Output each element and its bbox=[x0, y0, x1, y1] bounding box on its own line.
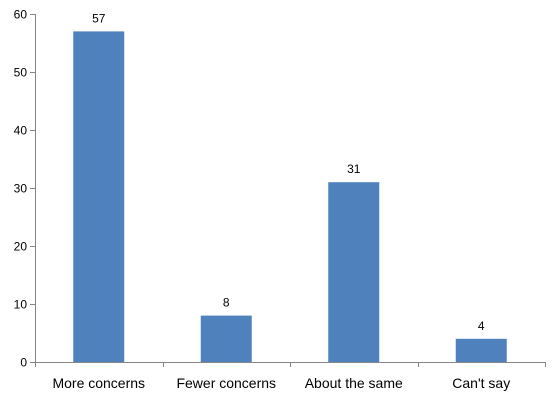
data-label: 8 bbox=[223, 296, 230, 310]
y-tick-label: 30 bbox=[14, 182, 28, 196]
data-label: 57 bbox=[92, 11, 106, 25]
x-tick-label: More concerns bbox=[52, 375, 145, 391]
bars bbox=[73, 31, 507, 363]
bar bbox=[73, 31, 125, 363]
x-tick-label: Fewer concerns bbox=[176, 375, 276, 391]
x-tick-label: Can't say bbox=[452, 375, 510, 391]
y-tick-label: 60 bbox=[14, 8, 28, 22]
x-tick-label: About the same bbox=[305, 375, 403, 391]
bar bbox=[328, 182, 380, 362]
axes bbox=[30, 14, 546, 367]
bar bbox=[200, 315, 252, 362]
y-tick-label: 0 bbox=[20, 356, 27, 370]
data-label: 31 bbox=[347, 162, 361, 176]
bar bbox=[455, 338, 507, 362]
labels: 0 10 20 30 40 50 60 57 More concerns 8 Fewer conce… bbox=[14, 8, 511, 392]
y-tick-label: 10 bbox=[14, 298, 28, 312]
y-tick-label: 40 bbox=[14, 124, 28, 138]
y-tick-label: 50 bbox=[14, 66, 28, 80]
data-label: 4 bbox=[478, 319, 485, 333]
y-tick-label: 20 bbox=[14, 240, 28, 254]
